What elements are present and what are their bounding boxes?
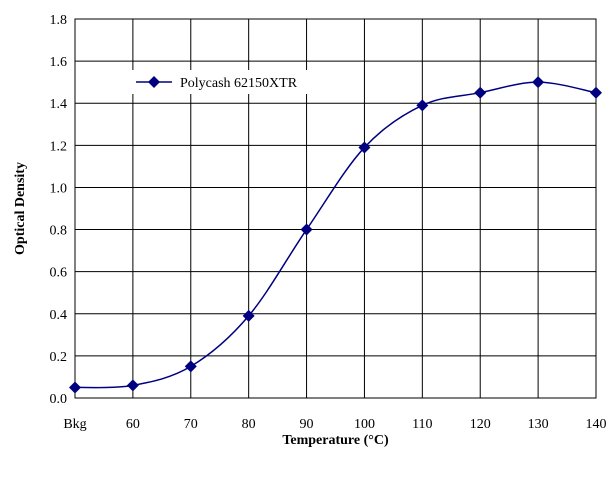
y-tick-label: 0.8 (50, 224, 68, 239)
y-tick-label: 0.6 (50, 266, 68, 281)
x-tick-label: 100 (354, 417, 375, 432)
x-tick-label: 140 (586, 417, 607, 432)
y-axis-title: Optical Density (13, 162, 28, 255)
legend-label: Polycash 62150XTR (180, 76, 298, 91)
x-tick-label: 110 (412, 417, 432, 432)
legend-diamond-marker (148, 76, 160, 88)
series-line (74, 81, 597, 389)
y-tick-label: 0.4 (50, 308, 68, 323)
y-axis-tick-labels: 0.0 0.2 0.4 0.6 0.8 1.0 1.2 1.4 1.6 1.8 (50, 13, 68, 407)
x-axis-title: Temperature (°C) (282, 433, 389, 448)
y-tick-label: 1.2 (50, 139, 68, 154)
y-tick-label: 1.0 (50, 181, 68, 196)
y-tick-label: 1.6 (50, 55, 68, 70)
data-point-marker (69, 381, 81, 394)
y-tick-label: 0.0 (50, 392, 68, 407)
legend: Polycash 62150XTR (124, 70, 342, 94)
plot-area-frame (74, 18, 597, 399)
data-point-marker (590, 86, 602, 99)
data-point-marker (532, 76, 545, 89)
series-layer (69, 76, 602, 394)
y-tick-label: 0.2 (50, 350, 68, 365)
data-point-marker (300, 223, 313, 236)
x-axis-tick-labels: Bkg 60 70 80 90 100 110 120 130 140 (63, 417, 606, 432)
data-point-marker (242, 309, 255, 322)
data-point-marker (358, 141, 371, 154)
data-point-marker (474, 86, 487, 99)
data-point-marker (184, 360, 197, 373)
x-tick-label: 80 (242, 417, 256, 432)
x-tick-label: 130 (528, 417, 549, 432)
x-tick-label: Bkg (63, 417, 86, 432)
x-tick-label: 90 (300, 417, 314, 432)
y-tick-label: 1.8 (50, 13, 68, 28)
y-tick-label: 1.4 (50, 97, 68, 112)
x-tick-label: 70 (184, 417, 198, 432)
x-tick-label: 120 (470, 417, 491, 432)
data-point-marker (126, 379, 139, 392)
x-tick-label: 60 (126, 417, 140, 432)
data-point-marker (416, 99, 429, 112)
